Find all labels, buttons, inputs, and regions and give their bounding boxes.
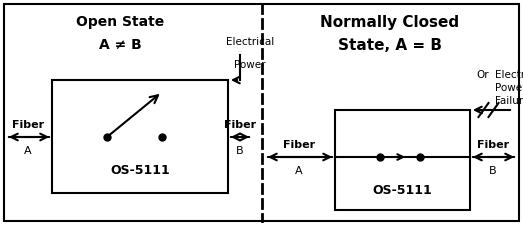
Text: OS-5111: OS-5111	[110, 164, 170, 178]
Text: Power: Power	[495, 83, 523, 93]
Text: Fiber: Fiber	[12, 120, 44, 130]
Text: Power: Power	[234, 60, 266, 70]
Text: Electrical: Electrical	[495, 70, 523, 80]
Bar	[52, 80, 228, 193]
Text: OS-5111: OS-5111	[372, 184, 433, 196]
Text: B: B	[489, 166, 497, 176]
Bar	[335, 110, 470, 210]
Text: Fiber: Fiber	[477, 140, 509, 150]
Text: Or: Or	[476, 70, 488, 80]
Text: Failure: Failure	[495, 96, 523, 106]
Text: Normally Closed: Normally Closed	[321, 14, 460, 29]
Text: Electrical: Electrical	[226, 37, 274, 47]
Text: Fiber: Fiber	[224, 120, 256, 130]
Text: A ≠ B: A ≠ B	[99, 38, 141, 52]
Text: Fiber: Fiber	[283, 140, 315, 150]
Text: A: A	[24, 146, 32, 156]
Text: State, A = B: State, A = B	[338, 38, 442, 54]
Text: Open State: Open State	[76, 15, 164, 29]
Text: B: B	[236, 146, 244, 156]
Text: A: A	[295, 166, 303, 176]
